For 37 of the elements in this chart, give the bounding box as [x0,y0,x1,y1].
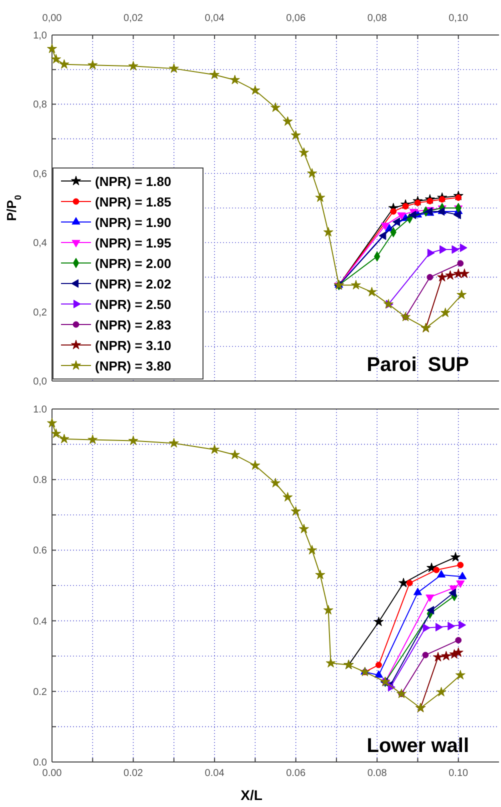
legend-label: (NPR) = 1.95 [95,236,172,250]
y-tick-label: 0,6 [33,168,48,180]
x-tick-label: 0,04 [204,13,225,24]
annotation: Lower wall [366,735,469,757]
y-tick-label: 0.0 [33,758,48,768]
legend-label: (NPR) = 1.85 [95,194,172,210]
y-tick-label: 0,8 [33,100,48,111]
legend-label: (NPR) = 2.02 [95,276,172,292]
legend-label: (NPR) = 3.10 [95,338,172,353]
x-tick-label: 0.10 [448,768,469,779]
legend-label: (NPR) = 1.90 [95,215,172,230]
x-axis-title: X/L [240,787,263,803]
x-tick-label: 0,02 [124,13,144,24]
x-tick-label: 0.04 [204,768,225,779]
x-tick-label: 0,10 [448,13,469,24]
x-tick-label: 0.08 [367,768,388,779]
y-tick-label: 0,0 [33,376,48,388]
y-tick-label: 0.4 [33,616,48,628]
x-tick-label: 0,06 [286,13,306,24]
x-tick-label: 0.02 [124,768,144,779]
y-tick-label: 0.8 [33,475,48,486]
x-tick-label: 0,00 [42,13,62,24]
x-tick-label: 0.00 [42,768,62,779]
legend-label: (NPR) = 2.50 [95,297,172,312]
y-tick-label: 0.2 [33,686,48,698]
x-tick-label: 0.06 [286,768,306,779]
legend-label: (NPR) = 1.80 [95,174,172,189]
y-tick-label: 0,4 [33,238,48,250]
legend-label: (NPR) = 2.00 [95,256,172,271]
y-tick-label: 0.6 [33,546,48,557]
y-tick-label: 1,0 [33,30,48,42]
y-tick-label: 0,2 [33,307,48,318]
legend-label: (NPR) = 3.80 [95,358,172,374]
x-tick-label: 0,08 [367,13,388,24]
y-tick-label: 1.0 [33,404,48,416]
legend-label: (NPR) = 2.83 [95,318,172,332]
annotation: Paroi SUP [366,354,469,376]
